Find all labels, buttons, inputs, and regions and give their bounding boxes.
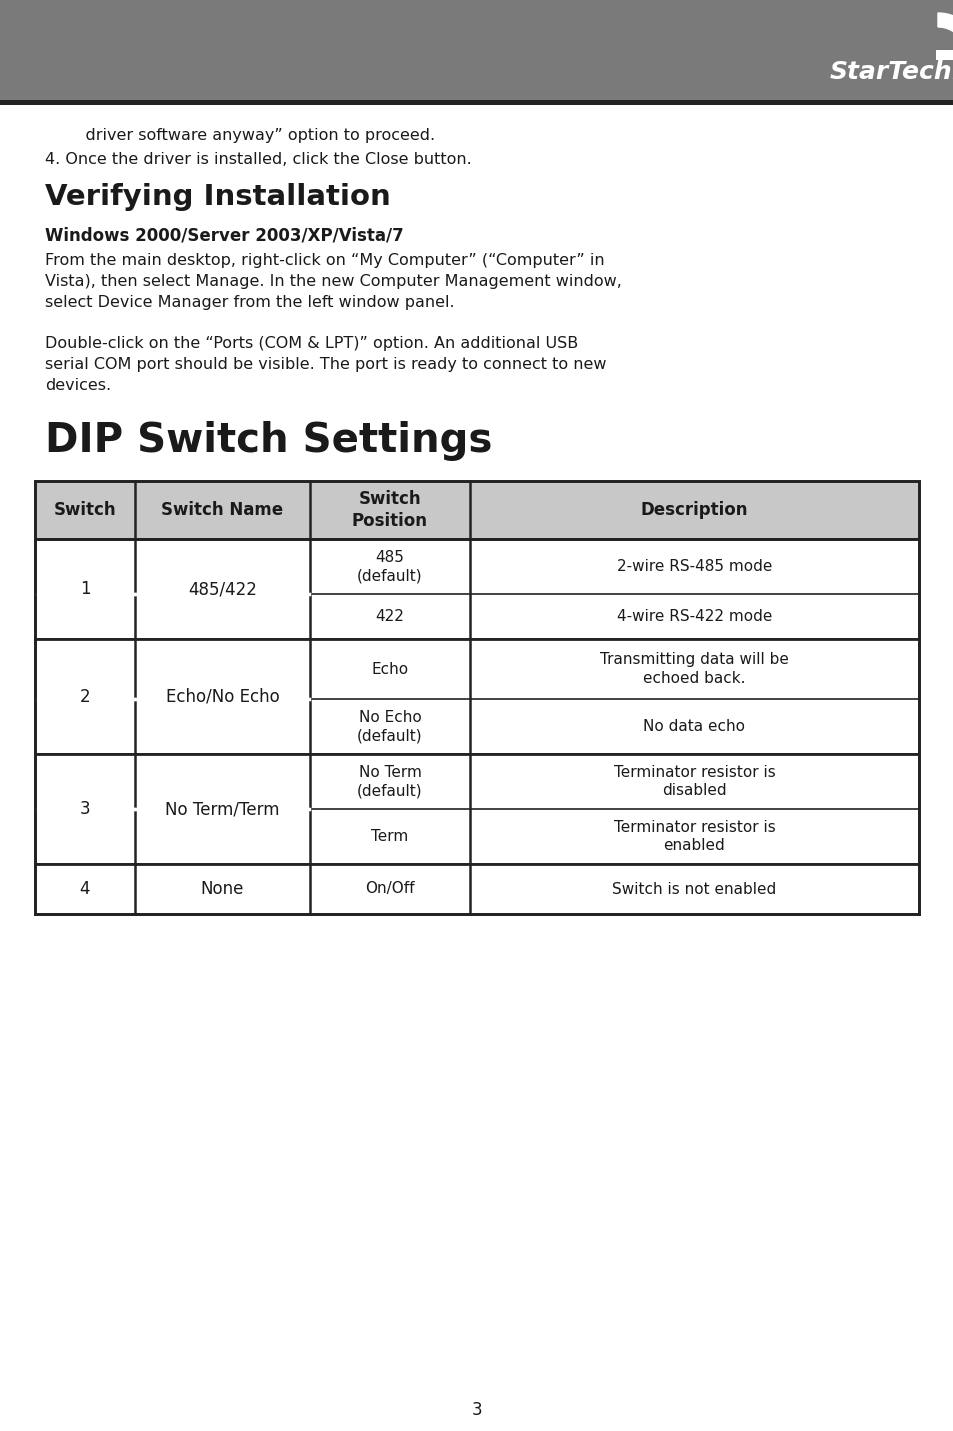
Text: None: None [200, 880, 244, 899]
Text: No Term
(default): No Term (default) [356, 764, 422, 798]
Text: No data echo: No data echo [643, 718, 744, 734]
Polygon shape [937, 13, 953, 54]
Bar [35, 864, 918, 914]
Bar [35, 698, 918, 754]
Text: Vista), then select Manage. In the new Computer Management window,: Vista), then select Manage. In the new C… [45, 273, 621, 289]
Text: driver software anyway” option to proceed.: driver software anyway” option to procee… [65, 127, 435, 143]
Bar [35, 640, 918, 698]
Bar [0, 0, 953, 100]
Text: From the main desktop, right-click on “My Computer” (“Computer” in: From the main desktop, right-click on “M… [45, 253, 604, 268]
Text: Double-click on the “Ports (COM & LPT)” option. An additional USB: Double-click on the “Ports (COM & LPT)” … [45, 336, 578, 351]
Text: 2: 2 [80, 687, 91, 705]
Text: Term: Term [371, 829, 408, 844]
Text: devices.: devices. [45, 378, 111, 394]
Text: Terminator resistor is
disabled: Terminator resistor is disabled [613, 764, 775, 798]
Text: 422: 422 [375, 610, 404, 624]
Text: 4: 4 [80, 880, 91, 899]
Text: 4. Once the driver is installed, click the Close button.: 4. Once the driver is installed, click t… [45, 152, 471, 167]
Text: On/Off: On/Off [365, 881, 415, 896]
Text: 2-wire RS-485 mode: 2-wire RS-485 mode [617, 560, 771, 574]
Text: 485/422: 485/422 [188, 580, 256, 598]
Text: Echo/No Echo: Echo/No Echo [166, 687, 279, 705]
Text: 1: 1 [80, 580, 91, 598]
Bar [35, 809, 918, 864]
Text: Windows 2000/Server 2003/XP/Vista/7: Windows 2000/Server 2003/XP/Vista/7 [45, 228, 403, 245]
Text: select Device Manager from the left window panel.: select Device Manager from the left wind… [45, 295, 455, 311]
Text: Switch Name: Switch Name [161, 501, 283, 519]
Text: No Term/Term: No Term/Term [165, 800, 279, 819]
Text: 3: 3 [80, 800, 91, 819]
Bar [35, 754, 918, 809]
Text: 4-wire RS-422 mode: 4-wire RS-422 mode [617, 610, 771, 624]
Text: DIP Switch Settings: DIP Switch Settings [45, 421, 492, 461]
Text: 3: 3 [471, 1401, 482, 1420]
Text: 485
(default): 485 (default) [356, 550, 422, 584]
Text: StarTech.com: StarTech.com [829, 60, 953, 84]
Bar [935, 50, 953, 60]
Text: No Echo
(default): No Echo (default) [356, 710, 422, 743]
Text: Echo: Echo [371, 661, 408, 677]
Text: Verifying Installation: Verifying Installation [45, 183, 391, 210]
Bar [0, 100, 953, 104]
Text: Description: Description [640, 501, 747, 519]
Text: Switch
Position: Switch Position [352, 489, 428, 529]
Text: Terminator resistor is
enabled: Terminator resistor is enabled [613, 820, 775, 853]
Bar [35, 594, 918, 640]
Bar [35, 539, 918, 594]
Bar [35, 481, 918, 914]
Text: Switch: Switch [53, 501, 116, 519]
Bar [35, 481, 918, 539]
Text: serial COM port should be visible. The port is ready to connect to new: serial COM port should be visible. The p… [45, 356, 606, 372]
Bar [35, 481, 918, 539]
Text: Switch is not enabled: Switch is not enabled [612, 881, 776, 896]
Text: Transmitting data will be
echoed back.: Transmitting data will be echoed back. [599, 653, 788, 685]
